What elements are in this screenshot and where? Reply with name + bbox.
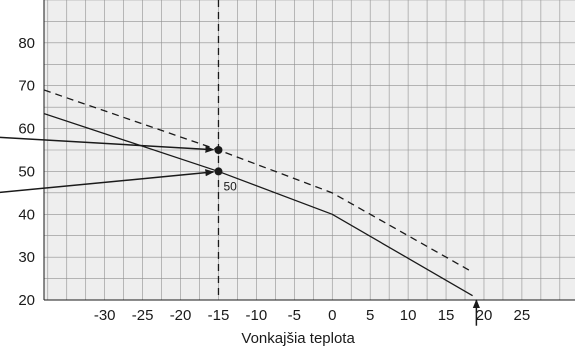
y-tick-label: 40 bbox=[18, 206, 35, 223]
x-tick-label: 15 bbox=[438, 307, 455, 324]
pointer-arrow-1 bbox=[0, 136, 215, 153]
y-tick-label: 70 bbox=[18, 78, 35, 95]
x-tick-label: 5 bbox=[366, 307, 374, 324]
y-axis-ticks: 20 30 40 50 60 70 80 bbox=[18, 35, 35, 309]
pointer-arrow-2 bbox=[0, 169, 215, 194]
x-tick-label: 25 bbox=[514, 307, 531, 324]
point-label: 50 bbox=[223, 179, 237, 193]
y-tick-label: 60 bbox=[18, 121, 35, 138]
x-tick-label: 20 bbox=[476, 307, 493, 324]
x-tick-label: 0 bbox=[328, 307, 336, 324]
x-tick-label: -20 bbox=[170, 307, 192, 324]
x-tick-label: -10 bbox=[246, 307, 268, 324]
y-tick-label: 80 bbox=[18, 35, 35, 52]
data-point-1 bbox=[214, 146, 223, 154]
x-tick-label: -5 bbox=[288, 307, 301, 324]
data-points: 50 bbox=[214, 146, 237, 193]
x-tick-label: -25 bbox=[132, 307, 154, 324]
x-tick-label: -30 bbox=[94, 307, 116, 324]
y-tick-label: 30 bbox=[18, 249, 35, 266]
y-tick-label: 50 bbox=[18, 163, 35, 180]
series-line-dashed bbox=[44, 89, 473, 273]
x-tick-label: 10 bbox=[400, 307, 417, 324]
series-line-solid bbox=[44, 112, 473, 297]
x-axis-ticks: -30 -25 -20 -15 -10 -5 0 5 10 15 20 25 bbox=[94, 307, 530, 324]
pointer-arrows bbox=[0, 136, 480, 326]
data-point-2 bbox=[214, 167, 223, 176]
x-tick-label: -15 bbox=[208, 307, 230, 324]
series-layer bbox=[44, 89, 473, 297]
y-tick-label: 20 bbox=[18, 292, 35, 309]
x-axis-title: Vonkajšia teplota bbox=[241, 330, 355, 347]
